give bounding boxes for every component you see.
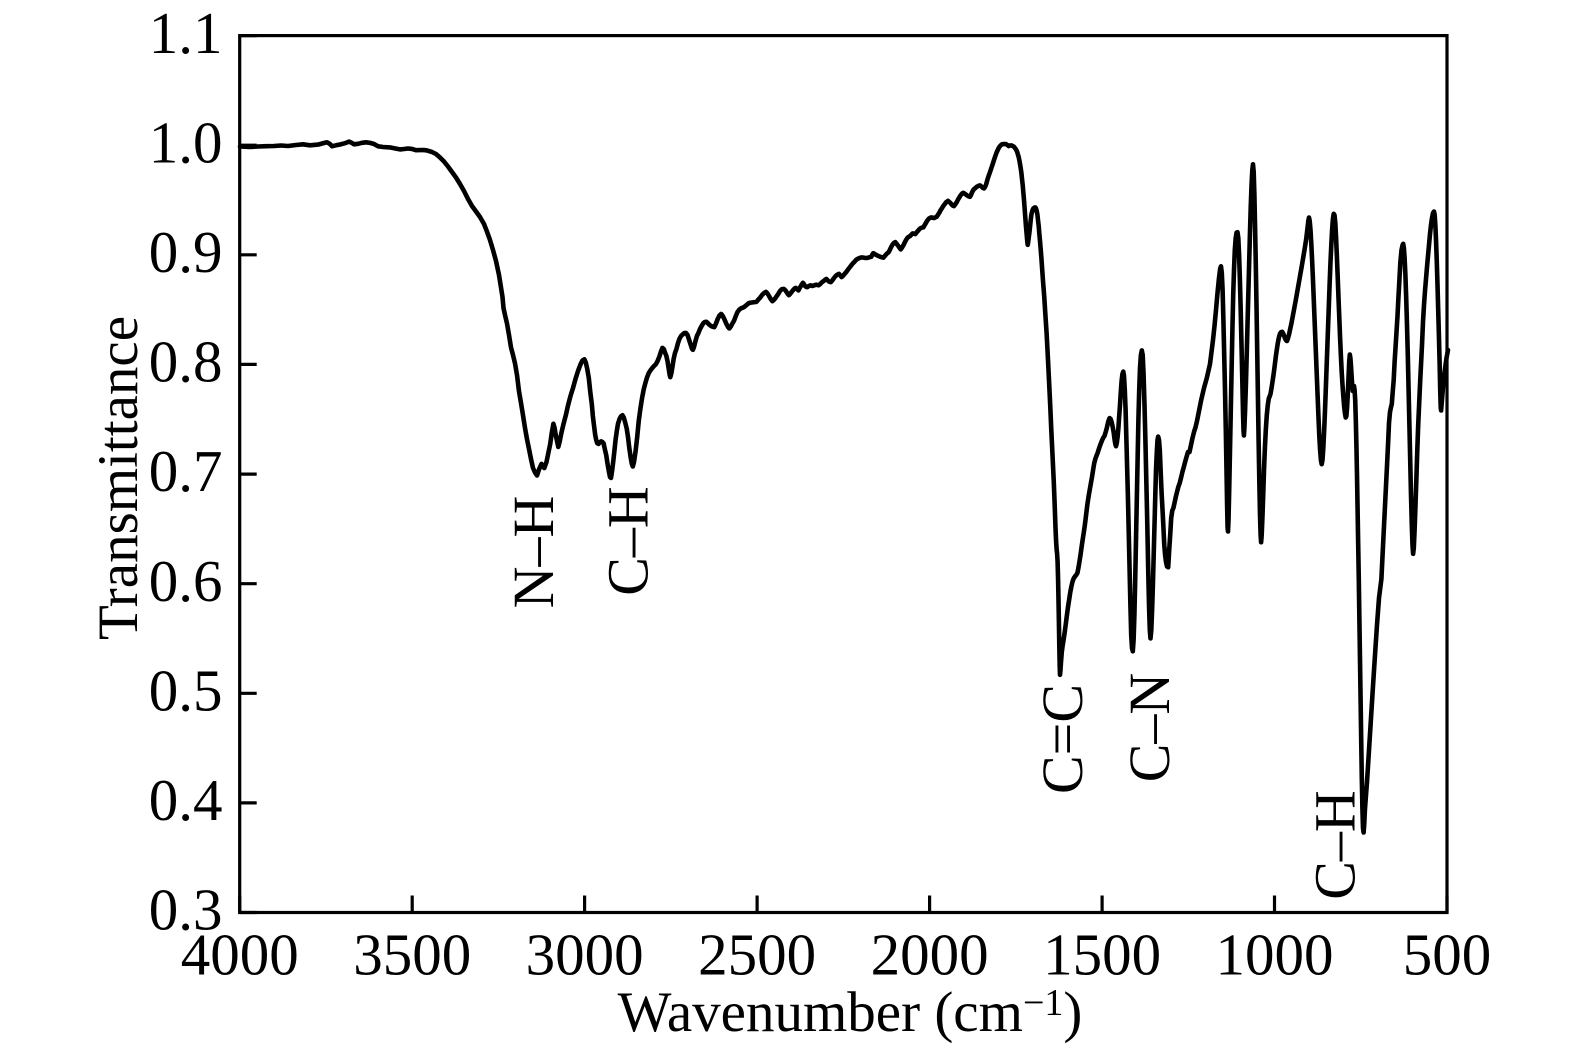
svg-text:Transmittance: Transmittance: [87, 316, 150, 640]
svg-text:3000: 3000: [526, 922, 644, 988]
svg-text:0.8: 0.8: [149, 329, 223, 395]
svg-text:1.1: 1.1: [149, 0, 223, 66]
svg-text:N–H: N–H: [501, 496, 566, 609]
svg-text:C–H: C–H: [1303, 790, 1368, 900]
svg-text:3500: 3500: [353, 922, 471, 988]
svg-text:500: 500: [1403, 922, 1492, 988]
svg-text:C–N: C–N: [1117, 673, 1182, 783]
svg-text:1.0: 1.0: [149, 109, 223, 175]
svg-text:0.5: 0.5: [149, 658, 223, 724]
svg-text:2500: 2500: [698, 922, 816, 988]
svg-text:1500: 1500: [1043, 922, 1161, 988]
svg-text:2000: 2000: [871, 922, 989, 988]
svg-text:4000: 4000: [181, 922, 299, 988]
svg-text:0.3: 0.3: [149, 877, 223, 943]
svg-text:0.6: 0.6: [149, 548, 223, 614]
svg-text:C–H: C–H: [596, 486, 661, 596]
svg-text:0.4: 0.4: [149, 767, 223, 833]
svg-text:1000: 1000: [1216, 922, 1334, 988]
svg-text:0.7: 0.7: [149, 438, 223, 504]
svg-text:0.9: 0.9: [149, 219, 223, 285]
svg-text:C=C: C=C: [1030, 684, 1095, 794]
svg-text:Wavenumber (cm−1): Wavenumber (cm−1): [618, 981, 1083, 1044]
